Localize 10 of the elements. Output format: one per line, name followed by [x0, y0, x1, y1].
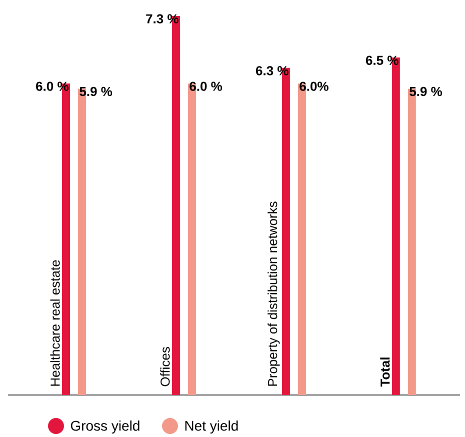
data-label: 6.0 %: [190, 82, 222, 91]
x-tick-label: Property of distribution networks: [268, 202, 280, 386]
data-label: 6.0%: [300, 82, 328, 91]
data-label: 5.9 %: [410, 86, 442, 96]
x-tick-label: Offices: [160, 347, 170, 386]
x-tick-label: Total: [380, 358, 390, 387]
legend-label: Gross yield: [70, 420, 140, 434]
legend-label: Net yield: [185, 420, 238, 434]
data-label: 5.9 %: [80, 86, 112, 96]
x-tick-label: Healthcare real estate: [50, 260, 60, 386]
